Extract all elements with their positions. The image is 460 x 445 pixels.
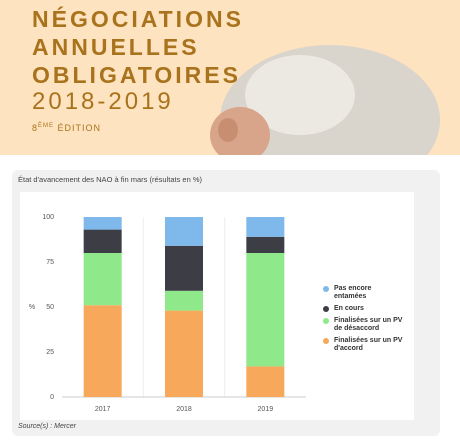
edition: 8ÈME ÉDITION [32,123,101,133]
banner: NÉGOCIATIONS ANNUELLES OBLIGATOIRES 2018… [0,0,460,155]
bar-segment [165,217,203,246]
title-line: ANNUELLES [32,34,200,60]
bar-segment [246,217,285,237]
edition-label: ÉDITION [57,123,102,133]
legend-label: Pas encore entamées [334,285,372,300]
y-tick-label: 0 [50,394,54,401]
legend-label: En cours [334,305,364,312]
title-line: OBLIGATOIRES [32,62,241,88]
y-tick-label: 75 [46,259,54,266]
y-tick-label: 25 [46,349,54,356]
edition-number: 8 [32,123,39,133]
legend: Pas encore entamées En cours Finalisées su… [323,285,403,357]
chart-card: État d'avancement des NAO à fin mars (ré… [12,170,440,436]
legend-label: Finalisées sur un PV d'accord [334,337,403,352]
legend-item: Finalisées sur un PV de désaccord [323,317,403,333]
legend-swatch [323,286,329,292]
legend-item: Finalisées sur un PV d'accord [323,337,403,353]
title-line: NÉGOCIATIONS [32,6,244,32]
bar-segment [83,305,122,397]
source: Source(s) : Mercer [18,423,76,430]
y-tick-label: 100 [42,214,54,221]
chart-title: État d'avancement des NAO à fin mars (ré… [18,175,203,184]
x-tick-label: 2018 [176,406,192,413]
bar-segment [83,253,122,306]
legend-item: Pas encore entamées [323,285,403,301]
y-axis-label: % [29,304,35,311]
chart: % 0 25 50 75 100 2017 2018 2019 [29,214,306,413]
bar-segment [83,229,122,253]
bar-segment [165,290,203,311]
bar-segment [246,253,285,367]
legend-item: En cours [323,305,403,313]
legend-label: Finalisées sur un PV de désaccord [334,317,403,332]
bar-segment [83,217,122,230]
chart-area: % 0 25 50 75 100 2017 2018 2019 Pas encore entam… [20,192,414,420]
legend-swatch [323,338,329,344]
x-tick-label: 2019 [258,406,274,413]
bar-segment [246,366,285,397]
years: 2018-2019 [32,88,174,115]
bar-segment [165,245,203,291]
x-tick-label: 2017 [95,406,111,413]
legend-swatch [323,318,329,324]
y-tick-label: 50 [46,304,54,311]
bar-segment [246,236,285,253]
edition-suffix: ÈME [38,123,55,129]
bar-segment [165,310,203,397]
portrait-decoration [210,45,440,155]
legend-swatch [323,306,329,312]
